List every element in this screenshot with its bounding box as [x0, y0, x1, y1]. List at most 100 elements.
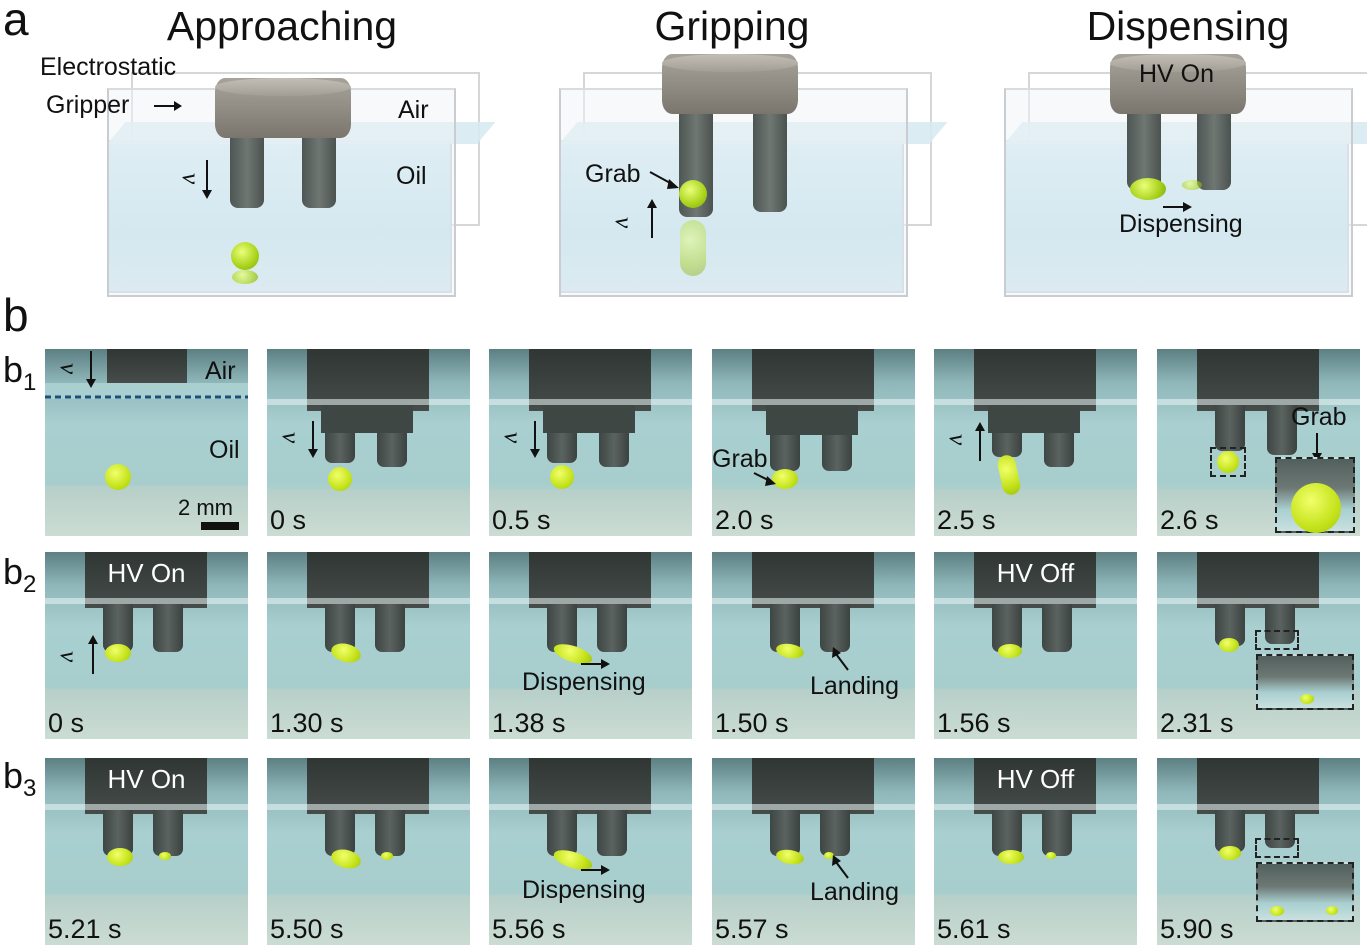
droplet [550, 465, 574, 489]
stage-title-approaching: Approaching [166, 3, 398, 49]
timestamp: 5.90 s [1160, 914, 1234, 944]
electrostatic-gripper [215, 78, 351, 138]
video-frame: 1.30 s [267, 552, 470, 739]
label-hv-on: HV On [1139, 60, 1215, 88]
air-oil-interface-line [45, 395, 248, 399]
label-electrostatic: Electrostatic [40, 53, 177, 81]
timestamp: 5.21 s [48, 914, 122, 944]
droplet [1130, 178, 1166, 200]
arrow-down-icon [308, 421, 318, 458]
label-grab: Grab [1291, 403, 1347, 431]
zoom-box [1210, 447, 1246, 477]
arrow-icon [649, 171, 679, 189]
timestamp: 5.56 s [492, 914, 566, 944]
arrow-down-icon [86, 351, 96, 388]
video-frame: HV Off 5.61 s [934, 758, 1137, 945]
timestamp: 2.6 s [1160, 505, 1219, 535]
label-velocity: v [499, 431, 527, 444]
droplet [679, 180, 707, 208]
electrostatic-gripper [1110, 54, 1246, 114]
video-frame: Grab 2.0 s [712, 349, 915, 536]
arrow-down-icon [202, 160, 212, 199]
label-grab: Grab [712, 445, 768, 473]
video-frame: HV On 5.21 s [45, 758, 248, 945]
arrow-icon [832, 647, 849, 671]
label-velocity: v [944, 433, 972, 446]
timestamp: 2.31 s [1160, 708, 1234, 738]
timestamp: 5.50 s [270, 914, 344, 944]
droplet [231, 242, 259, 270]
label-oil: Oil [209, 436, 240, 464]
label-velocity: v [55, 362, 83, 375]
scene-dispensing [992, 54, 1367, 300]
timestamp: 1.30 s [270, 708, 344, 738]
droplet [774, 641, 806, 661]
stage-title-dispensing: Dispensing [1086, 3, 1290, 49]
label-grab: Grab [585, 160, 641, 188]
electrostatic-gripper [662, 54, 798, 114]
label-hv-off: HV Off [996, 764, 1075, 794]
arrow-right-icon [581, 659, 610, 669]
panel-b-letter: b [3, 289, 29, 341]
droplet [774, 847, 806, 867]
scale-bar [201, 522, 239, 530]
arrow-right-icon [581, 865, 610, 875]
scene-approaching [95, 70, 496, 300]
timestamp: 5.61 s [937, 914, 1011, 944]
timestamp: 0 s [48, 708, 85, 738]
label-hv-on: HV On [107, 558, 186, 588]
arrow-up-icon [88, 635, 98, 674]
arrow-up-icon [647, 199, 657, 238]
label-oil: Oil [396, 162, 427, 190]
video-frame: Landing 1.50 s [712, 552, 915, 739]
timestamp: 5.57 s [715, 914, 789, 944]
label-dispensing: Dispensing [522, 668, 646, 696]
stage-title-gripping: Gripping [654, 3, 810, 49]
panel-a-letter: a [3, 0, 29, 45]
video-frame: 5.50 s [267, 758, 470, 945]
arrow-icon [753, 472, 776, 486]
arrow-down-icon [530, 421, 540, 458]
timestamp: 1.56 s [937, 708, 1011, 738]
label-velocity: v [277, 431, 305, 444]
label-landing: Landing [810, 878, 899, 906]
video-frame: Dispensing 5.56 s [489, 758, 692, 945]
arrow-right-icon [154, 101, 182, 111]
video-frame: Air Oil v 2 mm [45, 349, 248, 536]
timestamp: 2.5 s [937, 505, 996, 535]
timestamp: 1.38 s [492, 708, 566, 738]
scene-gripping [547, 54, 948, 300]
video-frame: v 0 s [267, 349, 470, 536]
label-air: Air [398, 96, 429, 124]
droplet [1219, 846, 1241, 860]
droplet [107, 848, 133, 866]
video-frame: Landing 5.57 s [712, 758, 915, 945]
zoom-inset [1275, 457, 1355, 533]
timestamp: 2.0 s [715, 505, 774, 535]
arrow-icon [832, 855, 849, 879]
label-landing: Landing [810, 672, 899, 700]
video-frame: v 0.5 s [489, 349, 692, 536]
timestamp: 0.5 s [492, 505, 551, 535]
timestamp: 1.50 s [715, 708, 789, 738]
label-velocity: v [610, 216, 638, 229]
label-dispensing: Dispensing [1119, 210, 1243, 238]
row-label-b3: b3 [3, 755, 37, 803]
label-hv-off: HV Off [996, 558, 1075, 588]
label-gripper: Gripper [46, 91, 130, 119]
video-frame: HV Off 1.56 s [934, 552, 1137, 739]
droplet [1219, 638, 1239, 652]
label-dispensing: Dispensing [522, 876, 646, 904]
droplet [105, 464, 131, 490]
label-hv-on: HV On [107, 764, 186, 794]
arrow-up-icon [975, 422, 985, 461]
video-frame: v 2.5 s [934, 349, 1137, 536]
label-air: Air [205, 357, 236, 385]
droplet [998, 644, 1022, 658]
zoom-inset [1256, 654, 1354, 710]
zoom-box [1255, 838, 1299, 858]
droplet [329, 640, 363, 666]
video-frame: 5.90 s [1157, 758, 1360, 945]
label-velocity: v [55, 650, 83, 663]
droplet [105, 644, 131, 662]
